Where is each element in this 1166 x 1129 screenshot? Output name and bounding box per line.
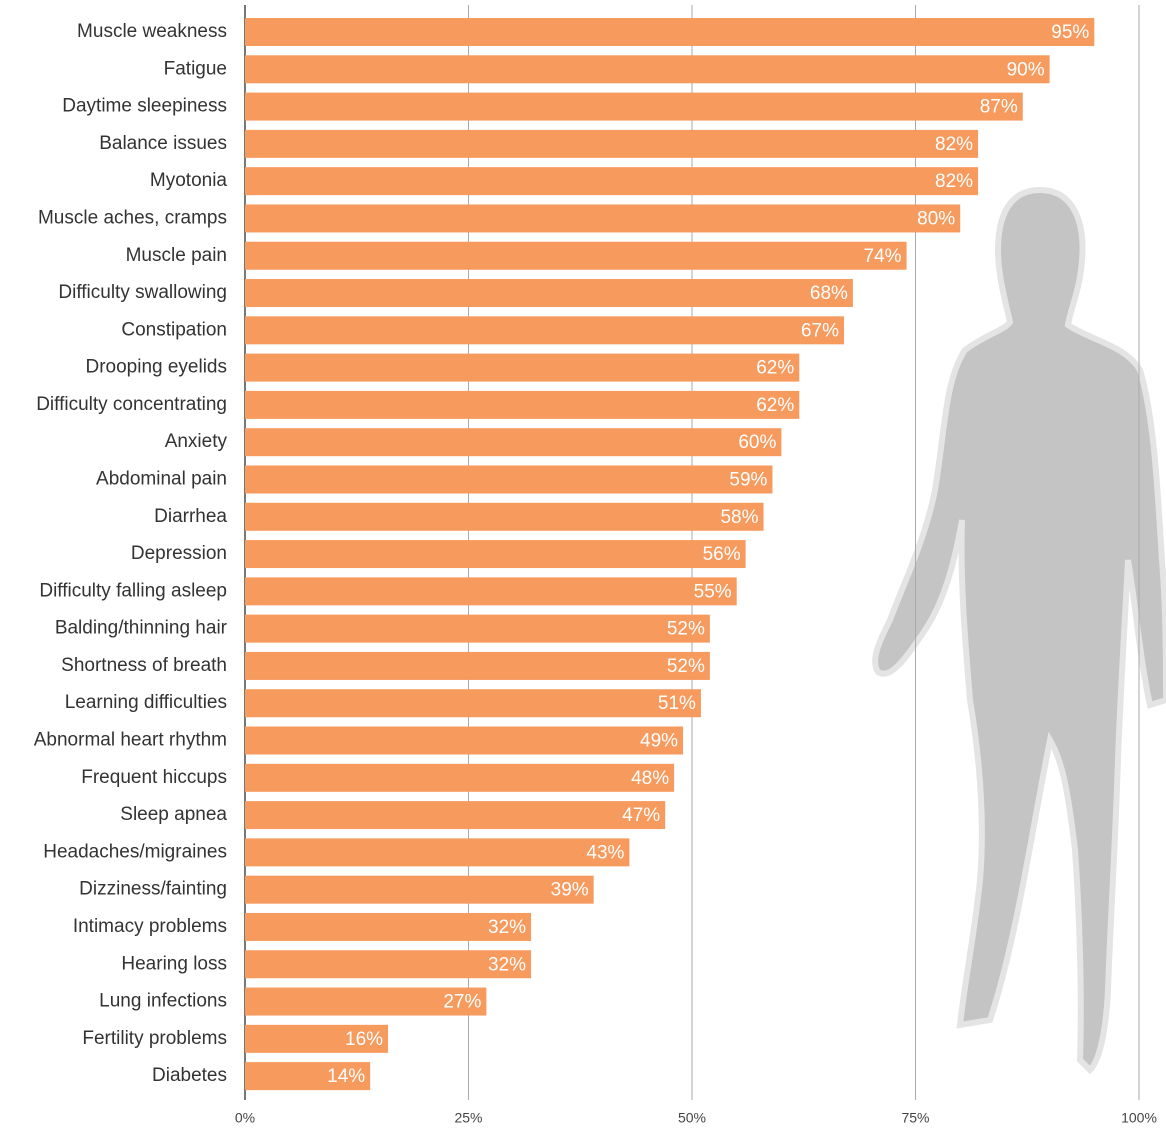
category-label: Drooping eyelids bbox=[85, 357, 227, 378]
x-tick-label: 25% bbox=[454, 1110, 482, 1126]
value-label: 68% bbox=[810, 283, 848, 304]
bar bbox=[245, 651, 710, 680]
bar bbox=[245, 241, 907, 270]
value-label: 51% bbox=[658, 693, 696, 714]
bar bbox=[245, 726, 684, 755]
x-tick-label: 50% bbox=[678, 1110, 706, 1126]
value-label: 14% bbox=[327, 1066, 365, 1087]
value-label: 90% bbox=[1007, 59, 1045, 80]
bar bbox=[245, 950, 532, 979]
value-label: 48% bbox=[631, 768, 669, 789]
value-label: 32% bbox=[488, 954, 526, 975]
value-label: 55% bbox=[694, 581, 732, 602]
category-label: Headaches/migraines bbox=[43, 841, 227, 862]
category-label: Diabetes bbox=[152, 1065, 227, 1086]
bar bbox=[245, 838, 630, 867]
value-label: 56% bbox=[703, 544, 741, 565]
value-label: 49% bbox=[640, 731, 678, 752]
value-label: 52% bbox=[667, 656, 705, 677]
value-label: 52% bbox=[667, 619, 705, 640]
bar bbox=[245, 55, 1050, 84]
category-label: Muscle aches, cramps bbox=[38, 207, 227, 228]
value-label: 80% bbox=[917, 208, 955, 229]
value-label: 95% bbox=[1051, 22, 1089, 43]
category-label: Abnormal heart rhythm bbox=[34, 730, 227, 751]
value-label: 62% bbox=[756, 358, 794, 379]
category-label: Dizziness/fainting bbox=[79, 879, 227, 900]
value-label: 74% bbox=[864, 246, 902, 267]
bar bbox=[245, 502, 764, 531]
category-label: Anxiety bbox=[165, 431, 228, 452]
bar bbox=[245, 390, 800, 419]
category-label: Constipation bbox=[121, 319, 227, 340]
value-label: 67% bbox=[801, 320, 839, 341]
category-label: Learning difficulties bbox=[65, 692, 227, 713]
human-silhouette bbox=[872, 186, 1166, 1075]
bar bbox=[245, 614, 710, 643]
category-label: Myotonia bbox=[150, 170, 228, 191]
value-label: 47% bbox=[622, 805, 660, 826]
category-label: Depression bbox=[131, 543, 227, 564]
value-label: 82% bbox=[935, 171, 973, 192]
bar bbox=[245, 577, 737, 606]
value-label: 59% bbox=[729, 469, 767, 490]
category-label: Difficulty concentrating bbox=[36, 394, 227, 415]
category-label: Shortness of breath bbox=[61, 655, 227, 676]
category-label: Intimacy problems bbox=[73, 916, 227, 937]
bar bbox=[245, 875, 594, 904]
value-label: 43% bbox=[586, 842, 624, 863]
value-label: 39% bbox=[551, 880, 589, 901]
x-tick-label: 75% bbox=[901, 1110, 929, 1126]
bar bbox=[245, 204, 961, 233]
category-label: Lung infections bbox=[99, 991, 227, 1012]
category-label: Sleep apnea bbox=[120, 804, 227, 825]
value-label: 32% bbox=[488, 917, 526, 938]
x-tick-label: 100% bbox=[1121, 1110, 1157, 1126]
category-label: Diarrhea bbox=[154, 506, 227, 527]
bar bbox=[245, 1024, 389, 1053]
category-label: Hearing loss bbox=[121, 953, 227, 974]
bar bbox=[245, 353, 800, 382]
category-label: Muscle pain bbox=[126, 245, 227, 266]
bar bbox=[245, 18, 1095, 46]
value-label: 62% bbox=[756, 395, 794, 416]
bar bbox=[245, 912, 532, 941]
bar bbox=[245, 279, 853, 308]
value-label: 60% bbox=[738, 432, 776, 453]
bar bbox=[245, 763, 675, 792]
bar bbox=[245, 465, 773, 494]
bar bbox=[245, 428, 782, 457]
bar bbox=[245, 167, 979, 196]
category-label: Balding/thinning hair bbox=[55, 618, 228, 639]
value-label: 58% bbox=[720, 507, 758, 528]
bar bbox=[245, 801, 666, 830]
category-label: Fertility problems bbox=[82, 1028, 227, 1049]
category-label: Abdominal pain bbox=[96, 468, 227, 489]
category-label: Fatigue bbox=[164, 58, 227, 79]
bar bbox=[245, 316, 844, 345]
category-label: Daytime sleepiness bbox=[62, 96, 227, 117]
category-label: Difficulty falling asleep bbox=[39, 580, 227, 601]
value-label: 82% bbox=[935, 134, 973, 155]
value-label: 27% bbox=[443, 992, 481, 1013]
value-label: 87% bbox=[980, 97, 1018, 118]
bar bbox=[245, 540, 746, 569]
bar bbox=[245, 92, 1023, 121]
x-tick-label: 0% bbox=[235, 1110, 255, 1126]
bar bbox=[245, 1062, 371, 1091]
value-label: 16% bbox=[345, 1029, 383, 1050]
bar bbox=[245, 689, 701, 718]
category-label: Muscle weakness bbox=[77, 21, 227, 42]
category-label: Frequent hiccups bbox=[81, 767, 227, 788]
category-label: Balance issues bbox=[99, 133, 227, 154]
plot-area: 0% 25% 50% 75% 100% Muscle weakness 95% Fatigue… bbox=[34, 5, 1157, 1126]
bar bbox=[245, 987, 487, 1016]
category-label: Difficulty swallowing bbox=[58, 282, 227, 303]
bar bbox=[245, 129, 979, 158]
